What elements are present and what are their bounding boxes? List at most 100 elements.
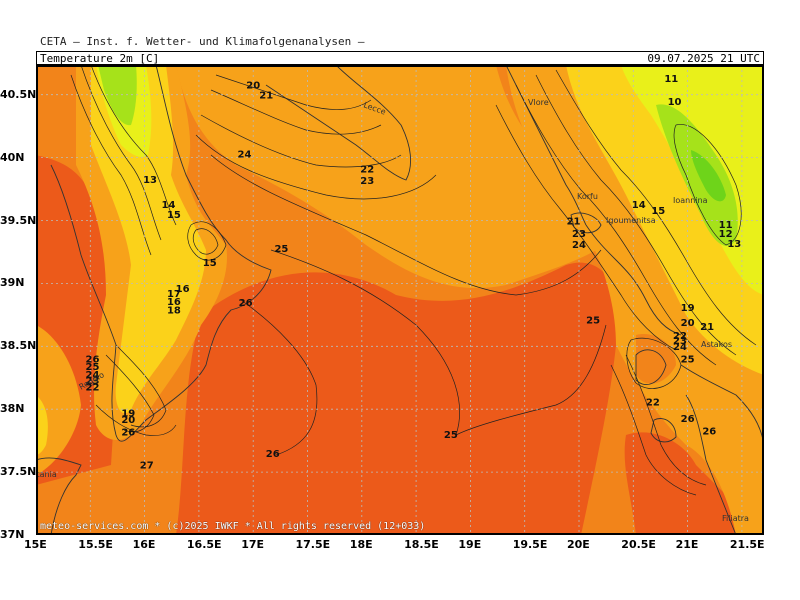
- isotherm-greece-3: [555, 69, 757, 346]
- valid-time: 09.07.2025 21 UTC: [647, 52, 760, 65]
- map-frame: [36, 65, 764, 535]
- coast-peloponnese-west: [685, 394, 737, 535]
- contour-label: 23: [86, 376, 100, 387]
- coast-sicily: [36, 457, 82, 535]
- contour-label: 21: [567, 216, 581, 227]
- contour-label: 23: [360, 176, 374, 187]
- contour-label: 14: [162, 200, 176, 211]
- longitude-tick-label: 16.5E: [186, 538, 222, 551]
- coast-calabria: [50, 65, 272, 442]
- contour-label: 20: [246, 80, 260, 91]
- contour-label: 15: [651, 206, 665, 217]
- contour-label: 25: [444, 430, 458, 441]
- isotherm-21: [210, 89, 382, 135]
- contour-label: 25: [274, 244, 288, 255]
- contour-label: 14: [632, 200, 646, 211]
- isotherm-25-sea: [270, 249, 607, 436]
- isotherm-ionian-loop: [626, 337, 682, 389]
- contour-label: 18: [167, 306, 181, 317]
- isotherms: [70, 65, 757, 496]
- isotherm-peloponnese-2: [625, 354, 707, 486]
- contour-label: 22: [673, 331, 687, 342]
- longitude-tick-label: 18E: [349, 538, 373, 551]
- contour-label: 13: [727, 239, 741, 250]
- coast-zakynthos: [650, 418, 677, 443]
- zone-mild-north: [176, 65, 616, 289]
- contour-label: 17: [167, 289, 181, 300]
- isotherm-23: [195, 134, 437, 200]
- contour-label: 26: [702, 426, 716, 437]
- contour-label: 22: [646, 397, 660, 408]
- place-korfu: Korfu: [577, 192, 598, 201]
- zone-green-pindus: [656, 104, 738, 246]
- contour-label: 24: [673, 342, 687, 353]
- contour-label: 22: [86, 382, 100, 393]
- longitude-tick-label: 15E: [24, 538, 47, 551]
- contour-label: 26: [239, 298, 253, 309]
- coast-kefalonia: [635, 349, 667, 385]
- coastlines: [36, 65, 764, 535]
- isotherm-calabria-loop2: [192, 228, 219, 255]
- contour-label: 25: [681, 355, 695, 366]
- coast-peloponnese: [680, 364, 764, 446]
- contour-label: 26: [86, 355, 100, 366]
- longitude-tick-label: 17E: [241, 538, 265, 551]
- zone-hot-peloponnese: [624, 432, 764, 535]
- isotherm-calabria-loop: [187, 221, 227, 261]
- longitude-tick-label: 20.5E: [621, 538, 656, 551]
- isotherm-greece-2: [535, 74, 737, 356]
- isotherm-22: [200, 114, 402, 168]
- contour-label: 26: [121, 428, 135, 439]
- isotherm-pindus-loop: [673, 124, 742, 246]
- latitude-tick-label: 38N: [0, 402, 25, 416]
- contour-label: 27: [140, 460, 154, 471]
- contour-label: 23: [673, 336, 687, 347]
- contour-labels: 2021242223131415152516171618262625242322…: [86, 74, 742, 471]
- contour-label: 21: [259, 90, 273, 101]
- isotherm-sila-1: [90, 65, 177, 226]
- place-filiatra: Filiatra: [722, 514, 749, 523]
- contour-label: 19: [121, 409, 135, 420]
- isotherm-reggio: [95, 404, 177, 436]
- place-astakos: Astakos: [701, 340, 732, 349]
- contour-label: 26: [681, 414, 695, 425]
- longitude-tick-label: 15.5E: [78, 538, 113, 551]
- copyright-footer: meteo-services.com * (c)2025 IWKF * All …: [40, 521, 426, 532]
- place-catania: Catania: [36, 470, 57, 479]
- isotherm-aspro-1: [115, 344, 167, 428]
- isotherm-20: [215, 74, 372, 110]
- longitude-tick-label: 21E: [675, 538, 699, 551]
- isotherm-sila-3: [70, 74, 152, 256]
- contour-label: 22: [360, 165, 374, 176]
- contour-label: 16: [176, 284, 190, 295]
- longitude-tick-label: 17.5E: [295, 538, 331, 551]
- contour-label: 23: [572, 229, 586, 240]
- longitude-tick-label: 21.5E: [729, 538, 765, 551]
- contour-label: 13: [143, 175, 157, 186]
- contour-label: 10: [668, 97, 682, 108]
- zone-cold-sicily: [36, 395, 48, 455]
- temperature-map: 2021242223131415152516171618262625242322…: [36, 65, 764, 535]
- latitude-tick-label: 39.5N: [0, 213, 37, 227]
- place-vlore: Vlore: [528, 98, 549, 107]
- longitude-tick-label: 19E: [458, 538, 482, 551]
- zone-cold-calabria: [91, 65, 206, 414]
- lat-lon-grid: [36, 65, 764, 535]
- contour-label: 24: [238, 150, 252, 161]
- place-igoumenitsa: Igoumenitsa: [606, 216, 656, 225]
- variable-title: Temperature 2m [C]: [40, 52, 160, 65]
- isotherm-26-sea: [240, 299, 318, 456]
- latitude-tick-label: 37.5N: [0, 465, 37, 479]
- isotherm-greece-1: [515, 84, 717, 366]
- longitude-tick-label: 20E: [567, 538, 590, 551]
- latitude-tick-label: 38.5N: [0, 339, 37, 353]
- contour-label: 20: [681, 318, 695, 329]
- contour-label: 16: [167, 297, 181, 308]
- isotherm-sila-2: [80, 65, 162, 241]
- latitude-tick-label: 37N: [0, 528, 25, 541]
- contour-label: 25: [586, 316, 600, 327]
- zone-hot-sea: [176, 262, 618, 535]
- isotherm-peloponnese-1: [610, 364, 697, 496]
- contour-label: 21: [700, 322, 714, 333]
- contour-label: 26: [266, 449, 280, 460]
